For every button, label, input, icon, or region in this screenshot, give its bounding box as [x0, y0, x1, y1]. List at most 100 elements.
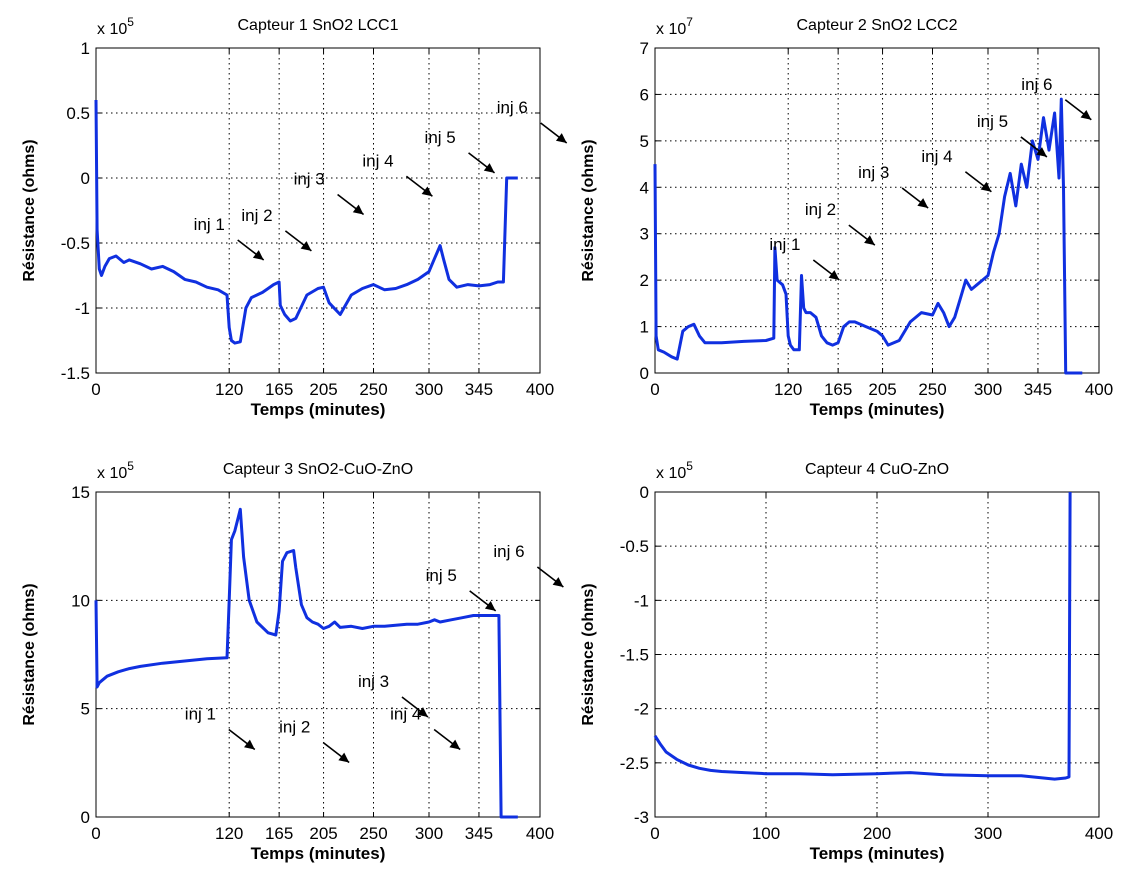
- annotation-label: inj 4: [390, 705, 421, 724]
- annotation-arrowhead: [417, 707, 428, 717]
- axis-exponent: x 105: [97, 15, 134, 38]
- chart-panel-3: 0 120 165 205 250 300 345 400 0 5 10 15 x 105 Capteur…: [21, 459, 564, 863]
- annotation-arrowhead: [252, 250, 264, 260]
- annotation-arrowhead: [449, 739, 461, 750]
- y-tick-label: 2: [640, 271, 649, 290]
- annotation-label: inj 1: [769, 235, 800, 254]
- y-tick-label: 5: [81, 700, 90, 719]
- x-tick-label: 165: [265, 824, 293, 843]
- series-line: [94, 99, 518, 345]
- annotation-label: inj 1: [185, 705, 216, 724]
- x-axis-label: Temps (minutes): [810, 400, 945, 419]
- x-tick-label: 205: [309, 380, 337, 399]
- chart-panel-4: 0 100 200 300 400 -3 -2.5 -2 -1.5 -1 -0.5 0 x 105 Cap…: [580, 459, 1113, 863]
- annotation-arrowhead: [300, 241, 312, 251]
- annotation-label: inj 6: [493, 542, 524, 561]
- y-tick-label: -2: [634, 700, 649, 719]
- y-tick-label: -3: [634, 808, 649, 827]
- y-tick-label: 7: [640, 39, 649, 58]
- series-line: [653, 97, 1083, 375]
- plot-frame: [654, 47, 1100, 374]
- y-tick-label: -0.5: [61, 234, 90, 253]
- y-tick-label: 4: [640, 178, 649, 197]
- y-axis-label: Résistance (ohms): [580, 583, 597, 725]
- x-tick-label: 120: [215, 824, 243, 843]
- annotation-arrowhead: [1036, 147, 1047, 157]
- x-axis-label: Temps (minutes): [251, 400, 386, 419]
- x-tick-label: 120: [215, 380, 243, 399]
- chart-panel-1: 0 120 165 205 250 300 345 400 -1.5 -1 -0.5 0 0.5 1 x 1…: [21, 15, 568, 419]
- x-tick-label: 120: [774, 380, 802, 399]
- x-tick-label: 0: [91, 380, 100, 399]
- x-tick-label: 0: [650, 380, 659, 399]
- plot-frame: [95, 491, 541, 818]
- y-tick-label: -1.5: [620, 646, 649, 665]
- x-tick-label: 250: [918, 380, 946, 399]
- y-axis-label: Résistance (ohms): [21, 139, 38, 281]
- x-tick-label: 0: [91, 824, 100, 843]
- chart-title: Capteur 4 CuO-ZnO: [805, 461, 949, 478]
- annotation-arrowhead: [980, 181, 992, 192]
- series-line: [94, 507, 518, 819]
- x-tick-label: 345: [465, 380, 493, 399]
- y-tick-label: -1.5: [61, 364, 90, 383]
- y-tick-label: -2.5: [620, 754, 649, 773]
- chart-title: Capteur 3 SnO2-CuO-ZnO: [223, 461, 413, 478]
- annotation-arrowhead: [244, 739, 255, 750]
- x-tick-label: 400: [1085, 824, 1113, 843]
- annotation-label: inj 6: [497, 98, 528, 117]
- y-axis-label: Résistance (ohms): [21, 583, 38, 725]
- x-tick-label: 200: [863, 824, 891, 843]
- annotation-label: inj 5: [426, 566, 457, 585]
- annotation-arrowhead: [555, 133, 567, 143]
- y-tick-label: 0: [640, 483, 649, 502]
- y-tick-label: 0.5: [66, 104, 90, 123]
- axis-exponent: x 107: [656, 15, 693, 38]
- plot-frame: [95, 47, 541, 374]
- y-tick-label: 5: [640, 132, 649, 151]
- annotation-label: inj 5: [977, 112, 1008, 131]
- x-tick-label: 345: [1024, 380, 1052, 399]
- y-tick-label: 10: [71, 591, 90, 610]
- annotation-label: inj 3: [294, 170, 325, 189]
- x-tick-label: 205: [868, 380, 896, 399]
- annotation-arrowhead: [352, 204, 364, 215]
- annotation-label: inj 3: [858, 163, 889, 182]
- x-axis-label: Temps (minutes): [251, 844, 386, 863]
- y-tick-label: 15: [71, 483, 90, 502]
- chart-title: Capteur 2 SnO2 LCC2: [797, 17, 958, 34]
- annotation-arrowhead: [483, 163, 495, 173]
- y-tick-label: -1: [75, 299, 90, 318]
- annotation-arrowhead: [1080, 109, 1092, 120]
- x-tick-label: 165: [265, 380, 293, 399]
- x-tick-label: 250: [359, 824, 387, 843]
- annotation-label: inj 5: [425, 128, 456, 147]
- x-tick-label: 300: [415, 380, 443, 399]
- annotation-arrowhead: [864, 235, 875, 246]
- annotation-arrowhead: [421, 186, 433, 197]
- x-tick-label: 100: [752, 824, 780, 843]
- series-line: [653, 491, 1072, 781]
- annotation-arrowhead: [484, 601, 496, 611]
- y-tick-label: 1: [640, 318, 649, 337]
- annotation-label: inj 1: [194, 215, 225, 234]
- y-axis-label: Résistance (ohms): [580, 139, 597, 281]
- x-tick-label: 400: [1085, 380, 1113, 399]
- axis-exponent: x 105: [97, 459, 134, 482]
- annotation-label: inj 4: [362, 151, 393, 170]
- y-tick-label: -1: [634, 591, 649, 610]
- y-tick-label: 6: [640, 85, 649, 104]
- x-axis-label: Temps (minutes): [810, 844, 945, 863]
- x-tick-label: 300: [974, 824, 1002, 843]
- x-tick-label: 0: [650, 824, 659, 843]
- annotation-label: inj 4: [921, 147, 952, 166]
- annotation-arrowhead: [828, 270, 840, 280]
- x-tick-label: 250: [359, 380, 387, 399]
- x-tick-label: 400: [526, 380, 554, 399]
- chart-title: Capteur 1 SnO2 LCC1: [238, 17, 399, 34]
- y-tick-label: 0: [640, 364, 649, 383]
- annotation-label: inj 2: [805, 200, 836, 219]
- x-tick-label: 400: [526, 824, 554, 843]
